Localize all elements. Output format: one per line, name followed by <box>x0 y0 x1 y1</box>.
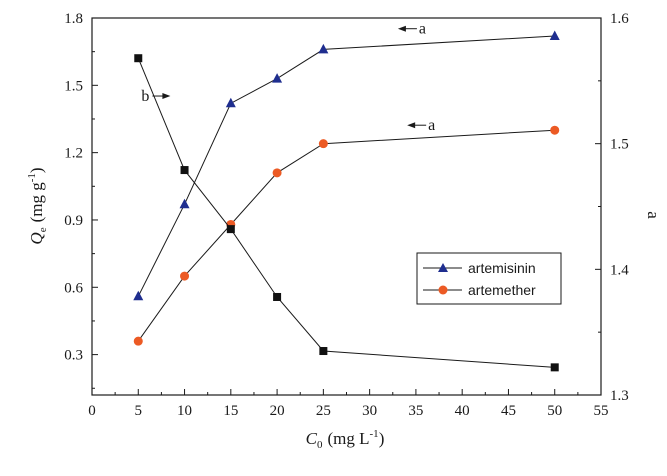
y-tick-label-0.3: 0.3 <box>64 348 83 364</box>
x-tick-label-10: 10 <box>177 403 192 419</box>
point-a-20 <box>273 292 282 301</box>
annotation-label: a <box>419 21 426 38</box>
point-artemisinin-50 <box>549 30 560 40</box>
x-tick-label-5: 5 <box>135 403 143 419</box>
legend-marker-artemisinin <box>438 263 448 272</box>
y-tick-label-1.2: 1.2 <box>64 146 83 162</box>
point-a-25 <box>319 347 328 356</box>
point-artemisinin-20 <box>272 73 283 83</box>
x-tick-label-55: 55 <box>594 403 609 419</box>
point-a-50 <box>550 363 559 372</box>
point-artemisinin-10 <box>179 198 190 209</box>
legend-box <box>416 252 562 305</box>
point-artemisinin-15 <box>225 97 236 108</box>
x-tick-label-50: 50 <box>547 403 562 419</box>
point-a-15 <box>226 225 235 234</box>
x-tick-label-30: 30 <box>362 403 377 419</box>
point-a-5 <box>134 54 143 63</box>
annotation-arrow-head <box>162 93 171 100</box>
y2-axis-title: a <box>644 211 663 219</box>
point-artemether-20 <box>272 168 282 178</box>
legend: artemisinin artemether <box>416 252 562 305</box>
point-a-10 <box>180 166 189 175</box>
y2-tick-label-1.4: 1.4 <box>610 262 629 278</box>
point-artemether-10 <box>180 271 190 281</box>
x-tick-label-35: 35 <box>408 403 423 419</box>
annotation-arrow-head <box>407 122 416 129</box>
legend-label-artemisinin: artemisinin <box>468 260 536 276</box>
x-tick-label-25: 25 <box>316 403 331 419</box>
annotation-b-2: b <box>141 88 171 105</box>
point-artemether-50 <box>550 125 560 135</box>
annotation-a-1: a <box>407 117 435 134</box>
x-tick-label-0: 0 <box>88 403 96 419</box>
annotation-label: a <box>428 117 435 134</box>
annotation-a-0: a <box>397 21 426 38</box>
y2-tick-label-1.6: 1.6 <box>610 11 629 27</box>
y-tick-label-1.5: 1.5 <box>64 78 83 94</box>
series-layer <box>133 30 560 372</box>
point-artemether-5 <box>133 336 143 346</box>
point-artemisinin-25 <box>318 43 329 54</box>
annotations: a a b <box>141 21 435 134</box>
legend-label-artemether: artemether <box>468 282 536 298</box>
x-axis-title: C0 (mg L-1) <box>306 428 385 451</box>
x-tick-label-20: 20 <box>270 403 285 419</box>
x-tick-label-40: 40 <box>455 403 470 419</box>
point-artemisinin-5 <box>133 290 144 301</box>
y-tick-label-1.8: 1.8 <box>64 11 83 27</box>
y-tick-label-0.6: 0.6 <box>64 280 83 296</box>
y-axis-title: Qe(mg g-1) <box>26 167 49 244</box>
series-line-artemisinin <box>137 35 555 297</box>
point-artemether-25 <box>318 139 328 149</box>
ticks: 0 5 10 15 20 25 30 35 40 45 50 55 0.3 0.6 0.9 1.2 1.5 1.8… <box>64 11 629 419</box>
legend-marker-artemether <box>438 285 448 295</box>
x-tick-label-15: 15 <box>223 403 238 419</box>
plot-frame <box>91 17 602 396</box>
y2-tick-label-1.5: 1.5 <box>610 137 629 153</box>
series-line-artemether <box>137 129 555 342</box>
y2-tick-label-1.3: 1.3 <box>610 388 629 404</box>
annotation-label: b <box>141 88 149 105</box>
y-tick-label-0.9: 0.9 <box>64 213 83 229</box>
series-line-a <box>137 58 555 368</box>
annotation-arrow-head <box>397 25 406 32</box>
x-tick-label-45: 45 <box>501 403 516 419</box>
